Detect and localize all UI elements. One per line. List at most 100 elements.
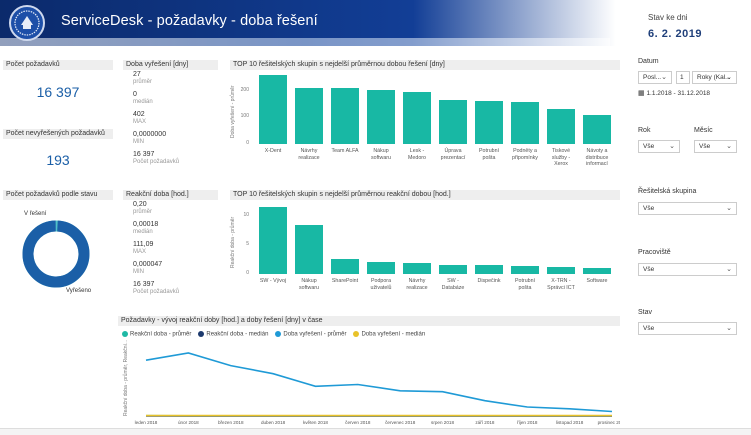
donut-slice-resolved[interactable]	[22, 220, 90, 288]
x-tick-label: březen 2018	[218, 420, 244, 425]
filter-mesic-select[interactable]: Vše ⌄	[694, 140, 737, 153]
bar[interactable]	[366, 262, 396, 274]
x-tick-label: X-TRN - Správci ICT	[547, 278, 575, 291]
stat-value: 0,0000000	[133, 131, 167, 138]
filter-skupina-value: Vše	[643, 205, 655, 212]
date-label: Stav ke dni	[648, 13, 688, 22]
filter-datum-mode[interactable]: Posl... ⌄	[638, 71, 672, 84]
stat-label: medián	[133, 229, 153, 235]
date-value: 6. 2. 2019	[648, 28, 702, 40]
stat-value: 0,000047	[133, 261, 163, 268]
x-tick-label: Dispečink	[477, 278, 501, 284]
filter-skupina-select[interactable]: Vše ⌄	[638, 202, 737, 215]
chart-trend-plot: Reakční doba - průměr, Reakční... leden 2…	[122, 340, 620, 425]
state-donut-chart[interactable]	[20, 218, 92, 290]
filter-datum-count[interactable]: 1	[676, 71, 690, 84]
bar[interactable]	[546, 266, 576, 274]
x-tick-label: květen 2018	[303, 420, 328, 425]
x-tick-label: Podpora uživatelů	[370, 278, 392, 291]
legend-item[interactable]: Doba vyřešení - medián	[353, 331, 425, 338]
requests-count-title: Počet požadavků	[3, 60, 113, 70]
x-tick-label: Potrubní pošta	[514, 278, 536, 291]
legend-label: Doba vyřešení - medián	[361, 331, 426, 338]
legend-dot	[122, 331, 128, 337]
x-tick-label: září 2018	[475, 420, 495, 425]
bar[interactable]	[330, 258, 360, 274]
legend-item[interactable]: Reakční doba - medián	[198, 331, 268, 338]
bar[interactable]	[294, 87, 324, 144]
chart-trend-legend: Reakční doba - průměr Reakční doba - medi…	[122, 331, 425, 338]
chart-resolution-title: TOP 10 řešitelských skupin s nejdelší pr…	[230, 60, 620, 70]
x-tick-label: Nákup softwaru	[298, 278, 320, 291]
requests-count-value: 16 397	[36, 84, 80, 100]
bar[interactable]	[582, 267, 612, 274]
bar[interactable]	[258, 207, 288, 274]
bar[interactable]	[474, 265, 504, 274]
bar[interactable]	[402, 92, 432, 144]
bar[interactable]	[258, 75, 288, 144]
bar[interactable]	[438, 99, 468, 144]
filter-pracoviste-select[interactable]: Vše ⌄	[638, 263, 737, 276]
filter-rok-select[interactable]: Vše ⌄	[638, 140, 680, 153]
filter-rok-label: Rok	[638, 127, 651, 134]
chart-reaction-title: TOP 10 řešitelských skupin s nejdelší pr…	[230, 190, 620, 200]
bar[interactable]	[582, 115, 612, 144]
chevron-down-icon: ⌄	[726, 74, 732, 81]
app-title: ServiceDesk - požadavky - doba řešení	[61, 13, 318, 29]
y-tick-label: 0	[246, 270, 249, 276]
bar[interactable]	[510, 266, 540, 274]
stat-label: Počet požadavků	[133, 289, 180, 295]
filter-datum-count-value: 1	[680, 74, 684, 81]
series-line[interactable]	[145, 352, 613, 413]
bar[interactable]	[438, 264, 468, 274]
stat-value: 0	[133, 91, 137, 98]
y-tick-label: 5	[246, 240, 249, 247]
filter-mesic-value: Vše	[699, 143, 711, 150]
x-tick-label: Návoty a distribuce informací	[585, 148, 609, 167]
filter-datum-unit[interactable]: Roky (Kal... ⌄	[692, 71, 737, 84]
legend-label: Doba vyřešení - průměr	[283, 331, 347, 338]
chevron-down-icon: ⌄	[726, 205, 732, 212]
y-tick-label: 100	[240, 113, 249, 120]
stat-label: medián	[133, 99, 153, 105]
bar[interactable]	[546, 109, 576, 144]
x-tick-label: Nákup softwaru	[370, 148, 392, 161]
filter-mesic-label: Měsíc	[694, 127, 713, 134]
donut-label-resolved: Vyřešeno	[66, 288, 92, 294]
bottom-scrollbar[interactable]	[0, 428, 751, 435]
legend-item[interactable]: Reakční doba - průměr	[122, 331, 191, 338]
bar[interactable]	[510, 102, 540, 144]
filter-stav-select[interactable]: Vše ⌄	[638, 322, 737, 335]
x-tick-label: srpen 2018	[431, 420, 454, 425]
unresolved-count-value: 193	[46, 152, 70, 168]
legend-item[interactable]: Doba vyřešení - průměr	[275, 331, 346, 338]
stat-value: 27	[133, 71, 141, 78]
legend-dot	[198, 331, 205, 337]
bar[interactable]	[474, 101, 504, 144]
y-axis-label: Doba vyřešení - průměr	[230, 85, 236, 138]
x-tick-label: leden 2018	[135, 420, 158, 425]
bar[interactable]	[330, 88, 360, 144]
stat-label: MIN	[133, 139, 144, 145]
stat-value: 16 397	[133, 281, 155, 288]
x-tick-label: únor 2018	[178, 420, 199, 425]
bar[interactable]	[402, 262, 432, 274]
unresolved-count-title: Počet nevyřešených požadavků	[3, 129, 113, 139]
x-tick-label: červen 2018	[345, 420, 371, 425]
x-tick-label: SW - Databáze	[441, 278, 465, 291]
bar[interactable]	[294, 224, 324, 274]
y-tick-label: 200	[240, 86, 249, 93]
filter-datum-mode-value: Posl...	[643, 74, 662, 81]
filter-rok-value: Vše	[643, 143, 655, 150]
chevron-down-icon: ⌄	[726, 266, 732, 273]
filter-stav-label: Stav	[638, 309, 653, 316]
chevron-down-icon: ⌄	[726, 325, 732, 332]
header-stripe	[0, 38, 610, 46]
filter-pracoviste-label: Pracoviště	[638, 249, 671, 256]
x-tick-label: Tiskové služby - Xerox	[551, 148, 571, 167]
resolution-stats-title: Doba vyřešení [dny]	[123, 60, 218, 70]
legend-label: Reakční doba - průměr	[130, 331, 192, 338]
bar[interactable]	[366, 89, 396, 144]
filter-datum-range[interactable]: ▦ 1.1.2018 - 31.12.2018	[638, 89, 710, 97]
stat-label: průměr	[133, 209, 153, 215]
